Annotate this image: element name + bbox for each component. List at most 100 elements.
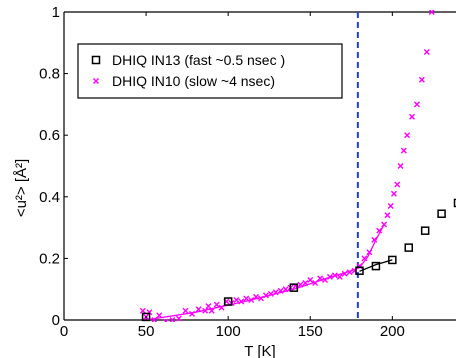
y-axis-label: <u²> [Å²] <box>13 159 30 217</box>
data-point-series-1-stroke-b <box>341 270 348 277</box>
data-point-series-1 <box>272 289 279 296</box>
data-point-series-1-stroke-b <box>384 212 391 219</box>
y-axis-ticks: 0 0.2 0.4 0.6 0.8 1 <box>39 4 68 329</box>
data-point-series-1-stroke-b <box>346 269 353 276</box>
legend-marker-0 <box>91 55 101 65</box>
plot-area <box>63 10 456 322</box>
data-point-series-1 <box>366 249 373 256</box>
data-point-series-1 <box>151 317 158 322</box>
data-point-series-1 <box>262 292 269 299</box>
legend-marker-1-stroke-b <box>93 78 99 84</box>
data-point-series-1 <box>428 10 435 15</box>
data-point-series-1-stroke-b <box>258 295 264 302</box>
data-point-series-1 <box>409 113 416 120</box>
data-point-series-1 <box>341 270 348 277</box>
data-point-series-1 <box>205 303 212 310</box>
data-point-series-1-stroke-b <box>202 307 209 314</box>
x-axis-label: T [K] <box>244 343 275 358</box>
data-point-series-1 <box>175 315 182 322</box>
data-point-series-0 <box>141 312 151 322</box>
data-point-series-1-stroke-b <box>248 296 255 303</box>
data-point-series-1 <box>297 281 304 288</box>
data-point-series-1-stroke-b <box>272 289 279 296</box>
data-point-series-1 <box>326 273 333 280</box>
data-point-series-1 <box>253 293 260 300</box>
legend-label-0: DHIQ IN13 (fast ~0.5 nsec ) <box>112 52 285 68</box>
data-point-series-1 <box>346 269 353 276</box>
data-point-series-1 <box>213 301 220 308</box>
data-point-series-1-stroke-b <box>195 306 202 313</box>
data-point-series-1 <box>189 310 196 317</box>
data-point-series-1 <box>331 272 338 279</box>
data-point-series-1-stroke-b <box>404 132 411 139</box>
data-point-series-1-stroke-b <box>371 236 378 243</box>
data-point-series-1-stroke-b <box>307 276 314 283</box>
y-tick-label: 0.2 <box>39 250 60 267</box>
data-point-series-1-stroke-b <box>387 203 394 210</box>
data-point-series-1-stroke-b <box>262 292 269 299</box>
data-point-series-1-stroke-b <box>233 296 240 303</box>
data-point-series-1-stroke-b <box>182 307 189 314</box>
data-point-series-1-stroke-b <box>175 315 182 322</box>
data-point-series-1 <box>238 298 245 305</box>
data-point-series-0 <box>388 255 397 265</box>
data-point-series-1-stroke-b <box>394 181 401 188</box>
data-point-series-1-stroke-b <box>238 298 245 305</box>
data-point-series-1 <box>390 190 397 197</box>
data-point-series-1 <box>397 163 404 169</box>
data-point-series-1 <box>243 295 250 302</box>
data-point-series-0 <box>371 261 381 271</box>
data-point-series-1 <box>162 318 169 322</box>
data-point-series-1 <box>312 280 319 287</box>
data-point-series-1-stroke-b <box>139 307 146 314</box>
data-point-series-1-stroke-b <box>213 301 220 308</box>
data-point-series-1-stroke-b <box>428 10 435 15</box>
data-point-series-1-stroke-b <box>208 307 215 314</box>
data-point-series-1 <box>139 307 146 314</box>
data-point-series-1-stroke-b <box>243 295 250 302</box>
data-point-series-1-stroke-b <box>331 272 338 279</box>
x-axis-ticks: 0 50 100 150 200 <box>60 12 405 340</box>
data-point-series-0 <box>223 297 233 306</box>
data-point-series-0 <box>420 226 430 235</box>
data-point-series-1-stroke-b <box>169 317 176 322</box>
y-tick-label: 1 <box>52 4 60 21</box>
data-point-series-1-stroke-b <box>218 304 225 311</box>
data-point-series-1-stroke-b <box>381 221 388 228</box>
data-point-series-1-stroke-b <box>322 276 329 283</box>
data-point-series-1 <box>376 227 383 234</box>
data-point-series-1 <box>404 132 411 139</box>
data-point-series-1 <box>182 307 189 314</box>
data-point-series-1 <box>258 295 264 302</box>
x-tick-label: 150 <box>298 323 323 340</box>
data-point-series-1-stroke-b <box>397 163 404 169</box>
data-point-series-1-stroke-b <box>361 255 368 262</box>
legend-marker-1 <box>93 78 99 84</box>
data-point-series-0 <box>404 243 413 252</box>
data-point-series-1-stroke-b <box>400 147 407 154</box>
data-point-series-1 <box>384 212 391 219</box>
data-point-series-1 <box>394 181 401 188</box>
data-point-series-1 <box>267 290 274 297</box>
data-point-series-1-stroke-b <box>156 312 163 319</box>
data-point-series-1 <box>418 76 425 83</box>
data-point-series-1-stroke-b <box>390 190 397 197</box>
data-point-series-1 <box>169 317 176 322</box>
data-point-series-1-stroke-b <box>302 280 309 287</box>
y-tick-label: 0 <box>52 312 60 329</box>
data-point-series-1 <box>336 273 343 280</box>
y-tick-label: 0.4 <box>39 189 60 206</box>
x-tick-label: 0 <box>60 323 68 340</box>
data-point-series-1-stroke-b <box>297 281 304 288</box>
data-point-series-1 <box>277 287 284 294</box>
data-point-series-1-stroke-b <box>409 113 416 120</box>
data-point-series-1 <box>302 280 309 287</box>
data-point-series-1 <box>381 221 388 228</box>
data-point-series-1-stroke-b <box>277 287 284 294</box>
data-point-series-1-stroke-b <box>413 101 420 108</box>
series-fit-line-1 <box>145 224 385 321</box>
legend-label-1: DHIQ IN10 (slow ~4 nsec) <box>112 73 275 89</box>
data-point-series-1-stroke-b <box>336 273 343 280</box>
data-point-series-1 <box>413 101 420 108</box>
